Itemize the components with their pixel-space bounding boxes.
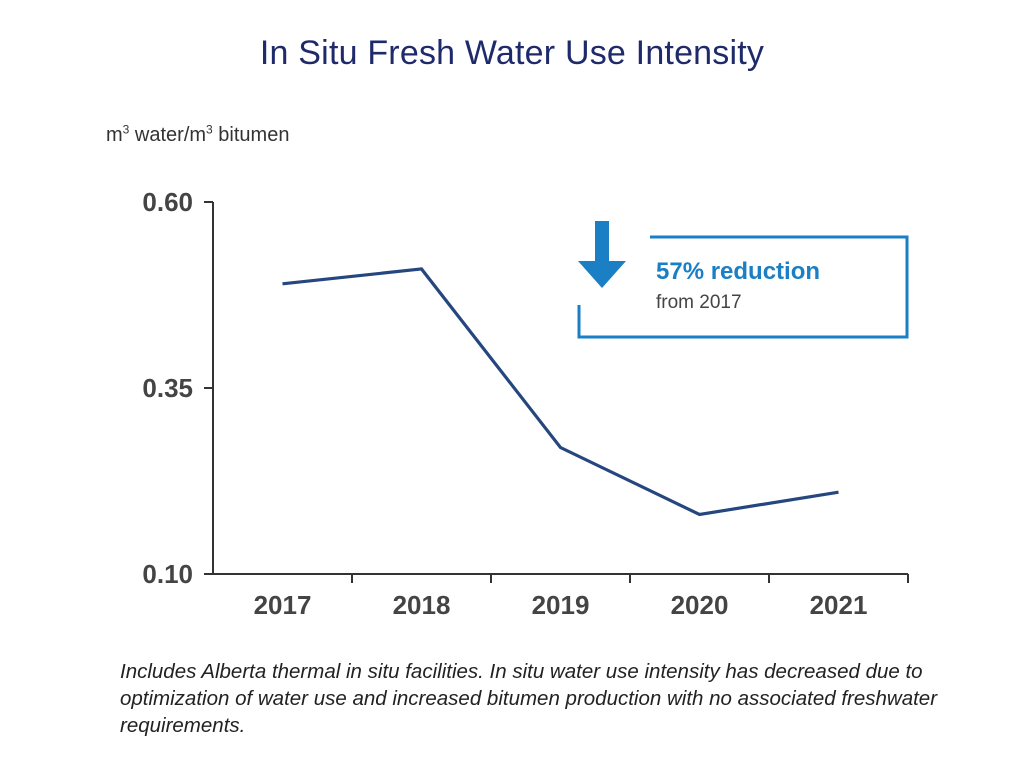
down-arrow-icon [578,261,626,288]
y-tick-label: 0.35 [142,373,193,403]
y-tick-label: 0.60 [142,187,193,217]
unit-part-3: bitumen [212,124,290,146]
x-tick-label: 2017 [254,590,312,620]
series-line [282,267,839,517]
x-tick-label: 2018 [393,590,451,620]
down-arrow-shaft [595,221,609,263]
unit-exponent-1: 3 [122,122,130,137]
reduction-subtext: from 2017 [656,292,742,313]
y-tick-label: 0.10 [142,559,193,589]
chart-title: In Situ Fresh Water Use Intensity [259,34,765,72]
footnote: Includes Alberta thermal in situ facilit… [120,660,938,737]
x-tick-label: 2019 [532,590,590,620]
y-axis-unit-label: m3 water/m3 bitumen [106,122,290,147]
unit-exponent-2: 3 [206,122,213,137]
x-tick-label: 2021 [810,590,868,620]
unit-part-2: water/m [129,124,207,146]
x-tick-label: 2020 [671,590,729,620]
reduction-headline: 57% reduction [656,258,821,285]
unit-part-1: m [106,124,123,146]
callout-box [577,235,909,339]
